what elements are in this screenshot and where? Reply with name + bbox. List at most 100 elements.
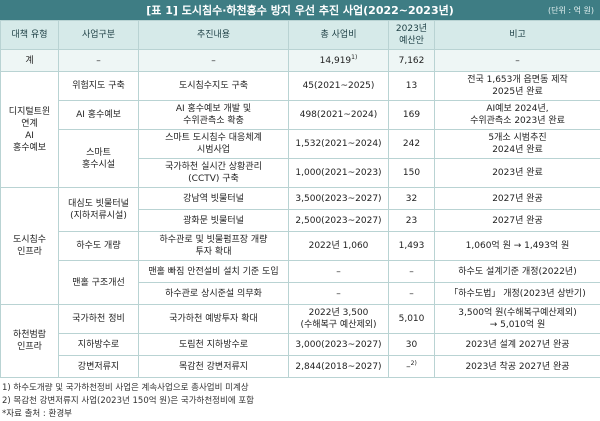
cell: 스마트 도시침수 대응체계 시범사업 [139,130,289,159]
cell-text: 1,000(2021~2023) [295,168,381,178]
cell: 도시침수 인프라 [1,188,59,305]
header-cell: 대책 유형 [1,21,59,50]
cell: AI 홍수예보 개발 및 수위관측소 확충 [139,101,289,130]
cell-text: 계 [25,56,33,66]
cell-text: 13 [406,81,417,91]
cell-text: 2023년 착공 2027년 완공 [465,362,569,372]
cell-text: AI 홍수예보 개발 및 수위관측소 확충 [176,104,251,126]
cell: – [435,50,600,72]
cell: 스마트 홍수시설 [59,130,139,188]
cell-text: 23 [406,216,417,226]
cell-text: 242 [403,139,420,149]
cell-text: – [336,289,341,299]
cell-text: 5개소 시범추진 2024년 완료 [488,133,546,155]
cell: 2023년 착공 2027년 완공 [435,356,600,378]
cell-text: 도림천 지하방수로 [179,340,248,350]
footnote: 2) 목감천 강변저류지 사업(2023년 150억 원)은 국가하천정비에 포… [2,395,598,408]
cell-text: 2027년 완공 [492,216,543,226]
cell-text: 전국 1,653개 읍면동 제작 2025년 완료 [467,75,568,97]
cell: 맨홀 구조개선 [59,261,139,305]
cell-text: 국가하천 실시간 상황관리 (CCTV) 구축 [165,162,262,184]
cell-text: – [336,267,341,277]
cell: 3,000(2023~2027) [289,334,389,356]
cell-text: 1,493 [399,241,425,251]
cell-text: 150 [403,168,420,178]
cell-text: 도시침수 인프라 [13,235,46,257]
cell: 전국 1,653개 읍면동 제작 2025년 완료 [435,72,600,101]
cell-text: 32 [406,194,417,204]
cell: 2,500(2023~2027) [289,210,389,232]
cell: 국가하천 예방투자 확대 [139,305,289,334]
cell-text: – [515,56,520,66]
cell-text: 3,000(2023~2027) [295,340,381,350]
cell-text: 30 [406,340,417,350]
cell-text: 3,500(2023~2027) [295,194,381,204]
cell-text: – [96,56,101,66]
cell-text: 스마트 홍수시설 [82,148,115,170]
cell: 30 [389,334,435,356]
cell-text: 강남역 빗물터널 [183,194,244,204]
cell-text: 맨홀 구조개선 [72,278,125,288]
cell: 5,010 [389,305,435,334]
cell: AI 홍수예보 [59,101,139,130]
cell-text: 디지털트윈 연계 AI 홍수예보 [9,107,50,153]
header-cell: 사업구분 [59,21,139,50]
cell-text: – [409,289,414,299]
cell: 도림천 지하방수로 [139,334,289,356]
cell: 32 [389,188,435,210]
footnote-ref: 1) [351,54,357,61]
cell: 지하방수로 [59,334,139,356]
cell-text: 스마트 도시침수 대응체계 시범사업 [165,133,262,155]
cell: 14,9191) [289,50,389,72]
cell: 7,162 [389,50,435,72]
cell-text: – [211,56,216,66]
header-cell: 비고 [435,21,600,50]
cell: 169 [389,101,435,130]
header-cell: 2023년 예산안 [389,21,435,50]
cell: 1,060억 원 → 1,493억 원 [435,232,600,261]
header-cell: 추진내용 [139,21,289,50]
cell: 2022년 3,500 (수해복구 예산제외) [289,305,389,334]
cell: 150 [389,159,435,188]
cell: 하수도 개량 [59,232,139,261]
cell: – [139,50,289,72]
cell: – [59,50,139,72]
cell: 강변저류지 [59,356,139,378]
cell-text: 2023년 완료 [492,168,543,178]
cell-text: 2027년 완공 [492,194,543,204]
cell-text: 국가하천 정비 [72,314,125,324]
cell: 2027년 완공 [435,188,600,210]
cell-text: 하수도 개량 [76,241,120,251]
cell: 광화문 빗물터널 [139,210,289,232]
cell-text: 2,844(2018~2027) [295,362,381,372]
cell: 1,532(2021~2024) [289,130,389,159]
cell-text: 2,500(2023~2027) [295,216,381,226]
cell: 목감천 강변저류지 [139,356,289,378]
cell: 하수관로 및 빗물펌프장 개량 투자 확대 [139,232,289,261]
cell-text: 국가하천 예방투자 확대 [169,314,258,324]
cell-text: 14,919 [320,56,352,66]
cell: 국가하천 정비 [59,305,139,334]
header-cell: 총 사업비 [289,21,389,50]
cell: 1,493 [389,232,435,261]
cell-text: 2022년 3,500 (수해복구 예산제외) [300,308,376,330]
cell: 2,844(2018~2027) [289,356,389,378]
cell: 3,500(2023~2027) [289,188,389,210]
cell: 5개소 시범추진 2024년 완료 [435,130,600,159]
cell-text: 광화문 빗물터널 [183,216,244,226]
cell-text: 목감천 강변저류지 [179,362,248,372]
cell: 242 [389,130,435,159]
footnote-ref: 2) [411,360,417,367]
cell-text: 대심도 빗물터널 (지하저류시설) [68,199,129,221]
cell: 2023년 설계 2027년 완공 [435,334,600,356]
cell-text: 1,060억 원 → 1,493억 원 [466,241,570,251]
cell-text: 하수관로 및 빗물펌프장 개량 투자 확대 [160,235,268,257]
cell: 디지털트윈 연계 AI 홍수예보 [1,72,59,188]
cell: 498(2021~2024) [289,101,389,130]
